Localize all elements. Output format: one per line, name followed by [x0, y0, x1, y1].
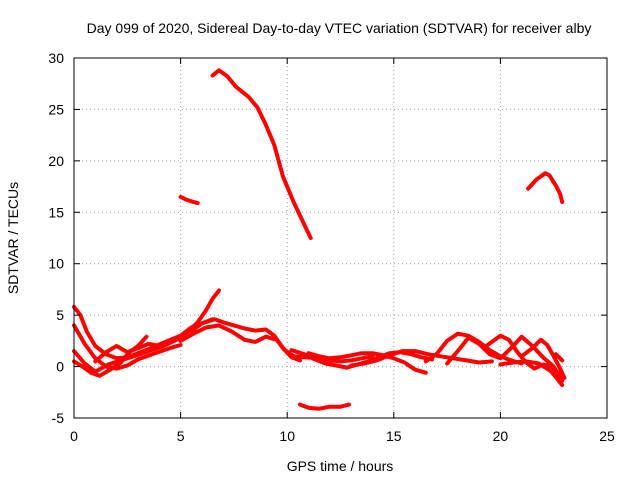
- series-arc-rise-early-2: [72, 304, 215, 361]
- y-tick-label: 30: [48, 50, 64, 66]
- y-tick-label: 20: [48, 153, 64, 169]
- x-axis-label: GPS time / hours: [287, 458, 394, 474]
- y-tick-label: 25: [48, 101, 64, 117]
- x-tick-labels: 0 5 10 15 20 25: [70, 428, 615, 444]
- x-tick-label: 5: [177, 428, 185, 444]
- series-arc-late-bump-4: [519, 337, 567, 380]
- x-tick-label: 0: [70, 428, 78, 444]
- x-tick-label: 10: [279, 428, 295, 444]
- y-tick-label: 0: [56, 359, 64, 375]
- chart-title: Day 099 of 2020, Sidereal Day-to-day VTE…: [87, 20, 592, 36]
- y-tick-label: 10: [48, 256, 64, 272]
- series-arc-mid-low-2: [306, 351, 428, 375]
- y-tick-label: -5: [52, 410, 65, 426]
- y-tick-labels: -5 0 5 10 15 20 25 30: [48, 50, 64, 426]
- x-tick-label: 20: [493, 428, 509, 444]
- series-arc-late-end: [498, 359, 565, 388]
- axis-ticks: [73, 57, 608, 419]
- grid-lines: [74, 58, 607, 418]
- series-arc-late-18: [526, 171, 565, 204]
- series-arc-mid-low-3: [349, 349, 494, 368]
- series-arc-rise-early: [72, 288, 221, 374]
- series-short-arc-16: [178, 194, 200, 205]
- series-arc-low-early: [72, 323, 183, 371]
- series-arc-hump: [93, 317, 302, 364]
- y-axis-label: SDTVAR / TECUs: [5, 182, 21, 294]
- series-arc-negative: [298, 402, 351, 411]
- x-tick-label: 15: [386, 428, 402, 444]
- y-tick-label: 15: [48, 204, 64, 220]
- x-tick-label: 25: [599, 428, 615, 444]
- y-tick-label: 5: [56, 307, 64, 323]
- series-arc-mid-plateau: [178, 323, 375, 364]
- plot-frame: [73, 57, 608, 419]
- series-arc-high-descending: [210, 68, 313, 240]
- data-series: [72, 68, 567, 411]
- series-arc-late-end-2: [553, 352, 565, 363]
- series-arc-late-bump-2: [445, 334, 565, 383]
